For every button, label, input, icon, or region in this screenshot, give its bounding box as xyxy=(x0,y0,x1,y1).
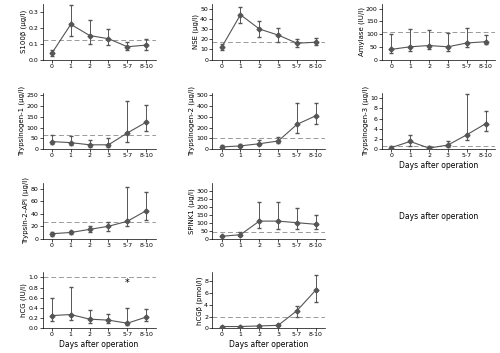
Y-axis label: Trypsin-2–API (μg/l): Trypsin-2–API (μg/l) xyxy=(22,177,29,244)
Y-axis label: hCG (IU/l): hCG (IU/l) xyxy=(20,283,27,317)
X-axis label: Days after operation: Days after operation xyxy=(60,340,138,349)
Y-axis label: S100β (μg/l): S100β (μg/l) xyxy=(20,10,27,53)
Y-axis label: hCGβ (pmol/l): hCGβ (pmol/l) xyxy=(196,276,202,324)
Y-axis label: SPINK1 (μg/l): SPINK1 (μg/l) xyxy=(188,188,195,234)
X-axis label: Days after operation: Days after operation xyxy=(229,340,308,349)
Y-axis label: NSE (μg/l): NSE (μg/l) xyxy=(192,14,199,49)
X-axis label: Days after operation: Days after operation xyxy=(399,161,478,170)
Y-axis label: Amylase (IU/l): Amylase (IU/l) xyxy=(358,7,364,56)
Text: Days after operation: Days after operation xyxy=(399,213,478,221)
Y-axis label: Trypsinogen-1 (μg/l): Trypsinogen-1 (μg/l) xyxy=(18,86,25,156)
Y-axis label: Trypsinogen-2 (μg/l): Trypsinogen-2 (μg/l) xyxy=(188,86,195,156)
Text: *: * xyxy=(125,279,130,288)
Y-axis label: Trypsinogen-3 (μg/l): Trypsinogen-3 (μg/l) xyxy=(362,86,368,156)
